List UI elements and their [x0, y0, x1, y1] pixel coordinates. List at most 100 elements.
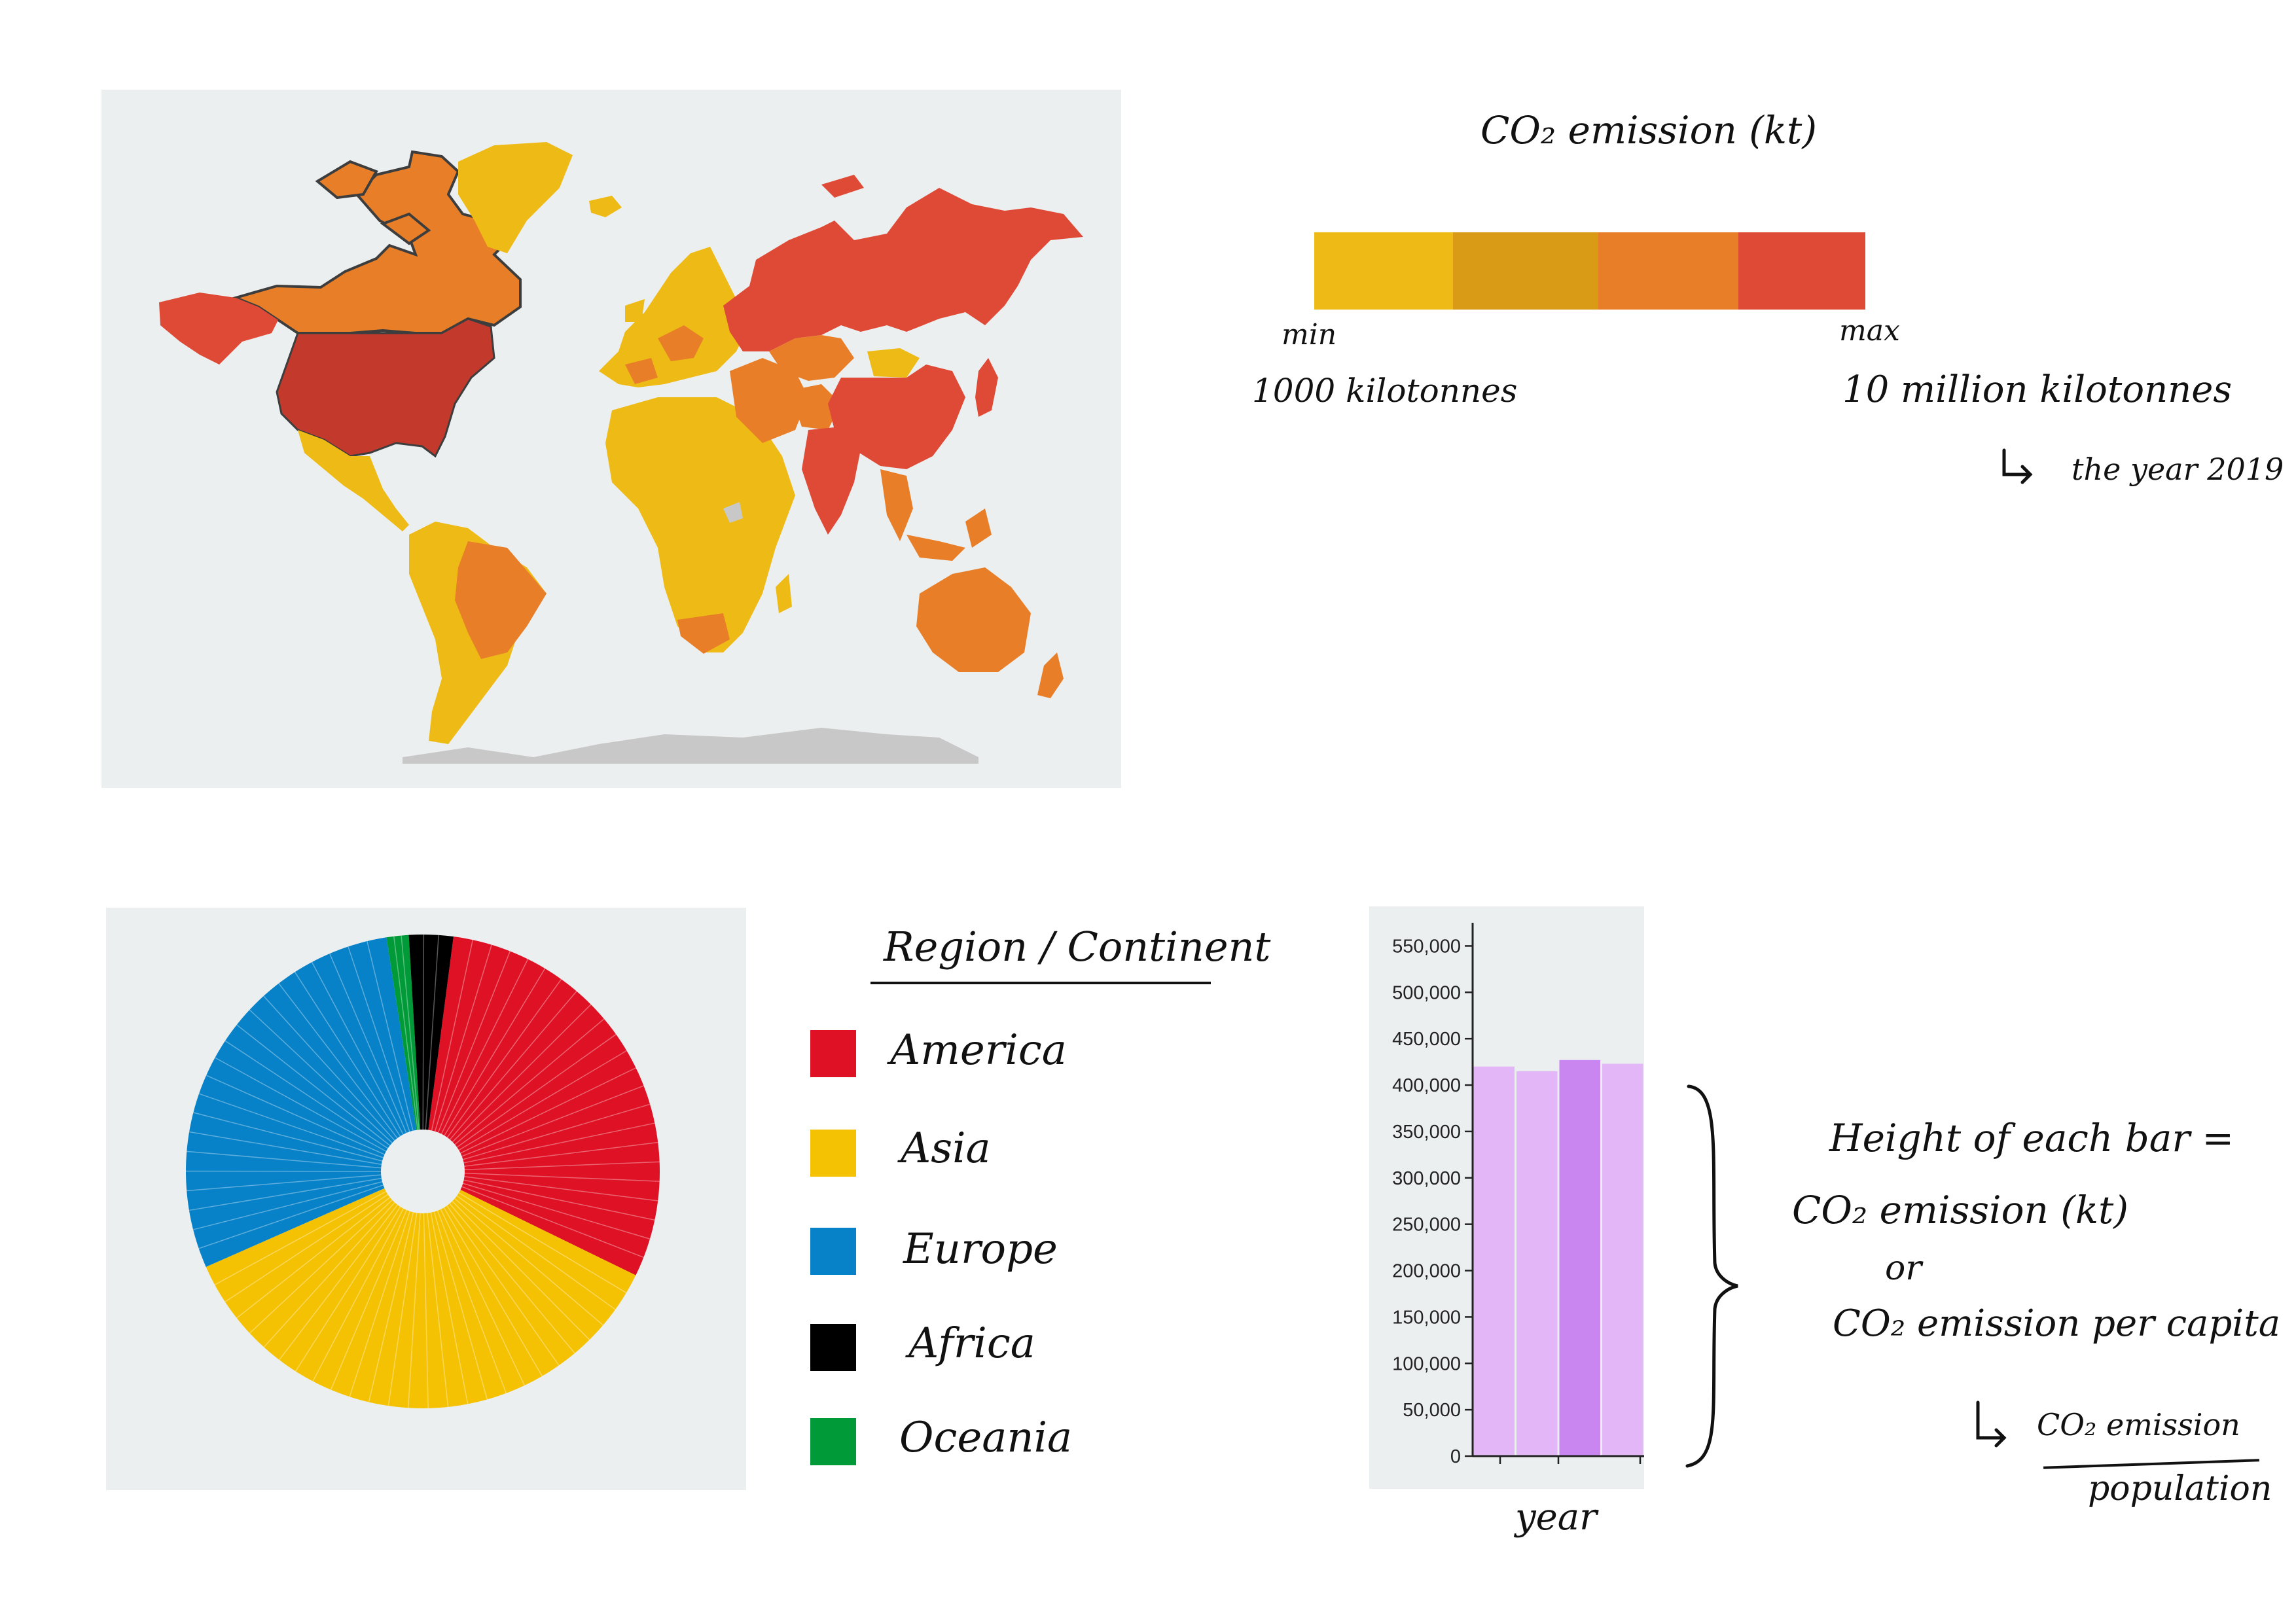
pie-country-divider	[454, 1018, 605, 1145]
legend-label-europe: Europe	[903, 1225, 1058, 1274]
pie-country-divider	[387, 1213, 418, 1406]
y-tick-label: 500,000	[1392, 982, 1461, 1003]
pie-country-divider	[437, 951, 511, 1133]
pie-slice-europe[interactable]	[186, 937, 417, 1267]
scale-max-value: 10 million kilotonnes	[1842, 368, 2233, 411]
pie-country-divider	[461, 1085, 644, 1157]
map-country-china[interactable]	[828, 365, 965, 469]
brace-icon	[1685, 1084, 1738, 1468]
pie-country-divider	[214, 1190, 387, 1285]
pie-country-divider	[452, 1004, 592, 1143]
bar-annotation-line1: Height of each bar =	[1829, 1116, 2234, 1160]
pie-slice-america[interactable]	[428, 936, 660, 1275]
pie-country-divider	[198, 1185, 384, 1249]
pie-country-divider	[444, 968, 546, 1136]
y-tick-label: 150,000	[1392, 1307, 1461, 1328]
pie-country-divider	[348, 946, 410, 1132]
pie-country-divider	[446, 1205, 560, 1366]
scale-max-label: max	[1839, 314, 1900, 348]
region-legend-underline	[870, 982, 1211, 984]
y-tick-label: 250,000	[1392, 1215, 1461, 1236]
region-pie-panel[interactable]	[106, 908, 746, 1490]
pie-country-divider	[463, 1122, 655, 1164]
pie-country-divider	[249, 1200, 393, 1334]
map-region-antarctica	[403, 728, 978, 764]
pie-country-divider	[449, 991, 577, 1140]
region-pie-chart[interactable]	[106, 908, 746, 1490]
pie-country-divider	[449, 1203, 575, 1354]
pie-country-divider	[312, 1208, 404, 1382]
pie-country-divider	[187, 1174, 382, 1192]
pie-country-divider	[236, 1024, 391, 1146]
bar[interactable]	[1516, 1071, 1558, 1456]
bar-annotation-line4: CO₂ emission per capita	[1833, 1302, 2281, 1345]
world-map[interactable]	[101, 90, 1121, 788]
pie-country-divider	[368, 1212, 414, 1402]
map-country-australia[interactable]	[916, 567, 1031, 672]
y-tick-label: 200,000	[1392, 1261, 1461, 1282]
pie-country-divider	[458, 1192, 627, 1294]
pie-country-divider	[440, 959, 529, 1134]
pie-country-divider	[456, 1033, 617, 1148]
pie-country-divider	[224, 1040, 389, 1149]
pie-country-divider	[431, 939, 474, 1131]
pie-country-divider	[393, 936, 418, 1130]
legend-swatch-oceania	[810, 1418, 856, 1465]
pie-country-divider	[279, 1204, 398, 1361]
map-country-alaska	[159, 293, 278, 365]
pie-country-divider	[425, 935, 439, 1130]
pie-country-divider	[464, 1172, 660, 1182]
fraction-line	[2043, 1459, 2259, 1469]
pie-country-divider	[294, 971, 401, 1137]
pie-country-divider	[188, 1177, 382, 1211]
pie-country-divider	[198, 1093, 384, 1158]
legend-label-asia: Asia	[901, 1124, 991, 1173]
pie-country-divider	[433, 1211, 488, 1400]
bar[interactable]	[1473, 1066, 1515, 1456]
world-map-panel[interactable]	[101, 90, 1121, 788]
legend-swatch-europe	[810, 1228, 856, 1275]
co2-bar-chart[interactable]: 0 50,000 100,000 150,000 200,000 250,000 300,0…	[1369, 906, 1644, 1489]
map-country-south-africa	[677, 613, 730, 654]
y-tick-label: 550,000	[1392, 936, 1461, 957]
legend-swatch-asia	[810, 1130, 856, 1177]
arrow-icon-2	[1976, 1400, 2007, 1448]
pie-country-divider	[193, 1112, 383, 1162]
bar[interactable]	[1602, 1063, 1643, 1456]
pie-country-divider	[188, 1131, 382, 1166]
map-region-europe[interactable]	[599, 247, 749, 387]
pie-country-divider	[464, 1161, 660, 1171]
pie-country-divider	[187, 1150, 382, 1169]
pie-country-divider	[401, 935, 420, 1130]
arrow-icon	[2002, 448, 2033, 484]
pie-country-divider	[464, 1176, 658, 1202]
pie-country-divider	[427, 1213, 449, 1408]
map-country-brazil	[455, 541, 547, 659]
pie-slice-asia[interactable]	[206, 1188, 636, 1408]
color-scale-step-4	[1738, 232, 1865, 310]
legend-swatch-africa	[810, 1324, 856, 1371]
map-region-africa[interactable]	[605, 397, 795, 652]
pie-country-divider	[407, 1213, 421, 1408]
map-country-india	[802, 427, 861, 535]
pie-slice-oceania[interactable]	[386, 935, 421, 1130]
pie-slice-africa[interactable]	[408, 935, 454, 1130]
pie-country-divider	[440, 1209, 526, 1386]
color-scale-step-1	[1314, 232, 1453, 310]
bar-annotation-line2: CO₂ emission (kt)	[1792, 1188, 2128, 1232]
color-scale-step-2	[1453, 232, 1598, 310]
per-capita-numerator: CO₂ emission	[2037, 1407, 2240, 1442]
pie-country-divider	[249, 1009, 393, 1143]
legend-label-africa: Africa	[908, 1319, 1035, 1368]
bar-chart-panel[interactable]: 0 50,000 100,000 150,000 200,000 250,000 300,0…	[1369, 906, 1644, 1489]
bar[interactable]	[1559, 1060, 1601, 1456]
pie-country-divider	[437, 1210, 507, 1394]
pie-country-divider	[215, 1057, 387, 1152]
map-country-greenland[interactable]	[458, 142, 573, 253]
pie-country-divider	[423, 1213, 429, 1408]
map-country-russia[interactable]	[723, 188, 1083, 351]
pie-country-divider	[458, 1050, 627, 1151]
pie-country-divider	[456, 1195, 616, 1310]
pie-country-divider	[460, 1067, 636, 1154]
pie-country-divider	[464, 1141, 658, 1167]
